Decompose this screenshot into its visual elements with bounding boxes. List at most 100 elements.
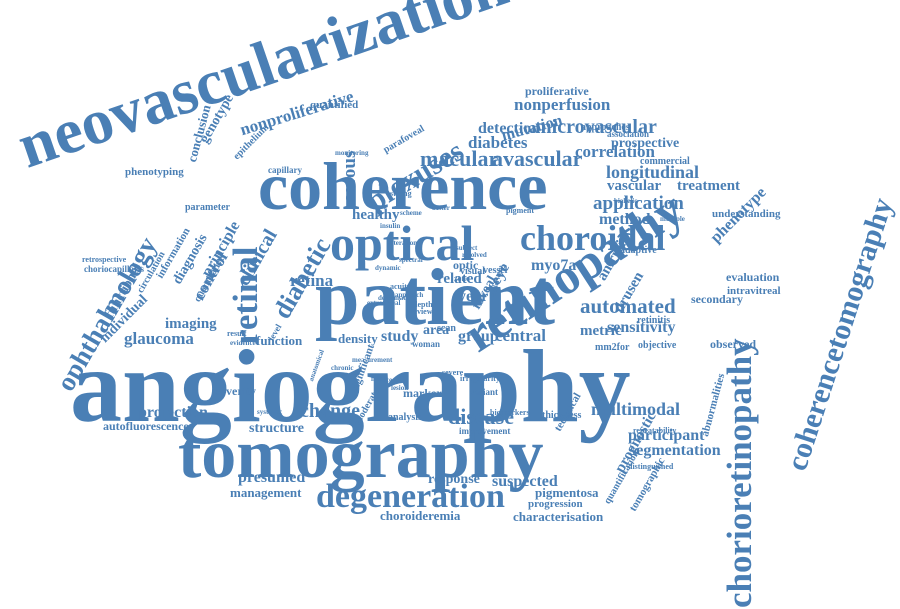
cloud-word: quantified bbox=[310, 99, 359, 111]
cloud-word: severe bbox=[442, 368, 464, 377]
cloud-word: chorioretinopathy bbox=[720, 338, 759, 608]
cloud-word: alteration bbox=[388, 239, 418, 247]
cloud-word: repeatability bbox=[633, 426, 677, 435]
cloud-word: diabetes bbox=[468, 133, 528, 152]
cloud-word: approach bbox=[395, 291, 424, 299]
cloud-word: objective bbox=[638, 340, 677, 351]
cloud-word: woman bbox=[412, 339, 441, 349]
cloud-word: visual bbox=[460, 266, 486, 277]
cloud-word: avascular bbox=[492, 146, 583, 171]
cloud-word: retrospective bbox=[82, 255, 127, 264]
cloud-word: response bbox=[428, 472, 480, 487]
cloud-word: serous bbox=[339, 150, 360, 202]
cloud-word: subject bbox=[456, 244, 478, 252]
cloud-word: angiography bbox=[70, 329, 631, 444]
cloud-word: phenotyping bbox=[125, 166, 184, 178]
cloud-word: mild bbox=[371, 375, 385, 383]
cloud-word: choroidal bbox=[520, 218, 666, 258]
cloud-word: marker bbox=[403, 386, 442, 400]
cloud-word: parameter bbox=[185, 202, 230, 213]
cloud-word: distinguished bbox=[628, 462, 674, 471]
cloud-word: biallelic bbox=[614, 197, 638, 205]
cloud-word: presumed bbox=[238, 469, 306, 486]
cloud-word: proliferative bbox=[525, 84, 589, 98]
cloud-word: approaches bbox=[581, 122, 630, 133]
cloud-word: segmentation bbox=[630, 442, 721, 459]
cloud-word: metric bbox=[580, 323, 622, 339]
cloud-word: tomography bbox=[178, 416, 544, 493]
cloud-word: lesion bbox=[391, 384, 409, 392]
cloud-word: progression bbox=[528, 498, 583, 510]
cloud-word: thickness bbox=[542, 410, 582, 421]
cloud-word: association bbox=[607, 129, 650, 139]
cloud-word: secondary bbox=[691, 292, 743, 306]
cloud-word: degeneration bbox=[316, 478, 505, 515]
cloud-word: vascular bbox=[607, 178, 662, 194]
cloud-word: method bbox=[599, 211, 651, 228]
cloud-word: analysis bbox=[388, 412, 422, 423]
cloud-word: autofluorescence bbox=[103, 419, 189, 433]
cloud-word: capillary bbox=[268, 165, 302, 175]
cloud-word: patient bbox=[315, 254, 555, 342]
cloud-word: year bbox=[458, 288, 489, 305]
cloud-word: result bbox=[227, 329, 247, 338]
cloud-word: glaucoma bbox=[124, 329, 194, 348]
cloud-word: understanding bbox=[712, 208, 781, 220]
cloud-word: participant bbox=[628, 427, 705, 444]
cloud-word: longitudinal bbox=[606, 162, 700, 182]
cloud-word: severity bbox=[216, 384, 256, 398]
cloud-word: evidence bbox=[230, 339, 256, 347]
cloud-word: optic bbox=[453, 258, 479, 272]
cloud-word: vessel bbox=[483, 265, 508, 276]
cloud-word: better bbox=[432, 204, 450, 212]
cloud-word: myo7a bbox=[531, 257, 577, 274]
cloud-word: healthy bbox=[352, 207, 400, 223]
cloud-word: zone bbox=[454, 274, 470, 283]
cloud-word: multiple bbox=[660, 215, 685, 223]
cloud-word: dynamic bbox=[375, 264, 401, 272]
cloud-word: study bbox=[381, 328, 419, 345]
cloud-word: imaging bbox=[165, 316, 217, 332]
cloud-word: systemic bbox=[257, 408, 283, 416]
cloud-word: microvascular bbox=[535, 116, 657, 138]
cloud-word: retina bbox=[290, 271, 334, 290]
cloud-word: mm2for bbox=[595, 342, 630, 353]
cloud-word: disease bbox=[448, 404, 514, 429]
cloud-word: function bbox=[256, 333, 303, 348]
cloud-word: related bbox=[437, 271, 482, 287]
cloud-word: multimodal bbox=[591, 399, 681, 419]
cloud-word: monitoring bbox=[335, 149, 369, 157]
cloud-word: pigment bbox=[506, 206, 534, 215]
cloud-word: automated bbox=[580, 294, 676, 318]
cloud-word: scan bbox=[437, 323, 456, 334]
cloud-word: observed bbox=[710, 337, 756, 351]
cloud-word: area bbox=[423, 323, 450, 338]
cloud-word: strong bbox=[390, 189, 412, 198]
cloud-word: resolved bbox=[462, 251, 487, 259]
cloud-word: coherencetomography bbox=[780, 193, 900, 475]
cloud-word: treatment bbox=[677, 178, 741, 194]
cloud-word: change bbox=[300, 400, 360, 422]
cloud-word: management bbox=[230, 485, 302, 500]
cloud-word: choriocapillaris bbox=[84, 264, 144, 274]
cloud-word: retinitis bbox=[637, 315, 671, 326]
cloud-word: central bbox=[495, 326, 546, 345]
cloud-word: density bbox=[338, 331, 378, 346]
cloud-word: correlation bbox=[575, 142, 655, 161]
cloud-word: measurement bbox=[352, 356, 393, 364]
cloud-word: scheme bbox=[400, 209, 422, 217]
cloud-word: chronic bbox=[331, 364, 354, 372]
cloud-word: acuity bbox=[390, 282, 411, 291]
cloud-word: pigmentosa bbox=[535, 485, 599, 500]
cloud-word: evaluation bbox=[726, 270, 780, 284]
cloud-word: biomarkers bbox=[490, 408, 530, 417]
cloud-word: improvement bbox=[459, 426, 511, 436]
cloud-word: spectral bbox=[399, 256, 423, 264]
cloud-word: depth bbox=[413, 300, 433, 309]
cloud-word: projection bbox=[138, 404, 208, 421]
cloud-word: review bbox=[410, 307, 433, 316]
cloud-word: sensitivity bbox=[607, 319, 676, 336]
cloud-word: structure bbox=[249, 421, 304, 436]
cloud-word: optical bbox=[330, 215, 475, 271]
